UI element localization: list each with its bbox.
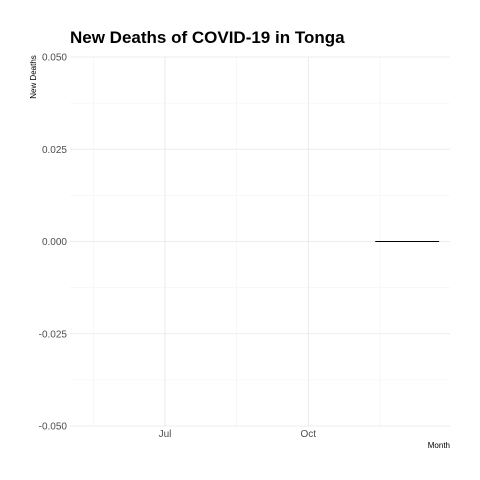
chart-title: New Deaths of COVID-19 in Tonga	[70, 28, 345, 47]
y-tick-label: -0.050	[39, 422, 68, 433]
y-tick-label: 0.050	[42, 53, 67, 64]
y-tick-label: 0.025	[42, 145, 67, 156]
y-tick-label: -0.025	[39, 329, 68, 340]
x-tick-label: Oct	[300, 429, 316, 440]
y-tick-label: 0.000	[42, 237, 67, 248]
x-tick-label: Jul	[159, 429, 172, 440]
tick-labels: -0.050 -0.025 0.000 0.025 0.050 Jul Oct	[39, 53, 317, 441]
grid	[70, 56, 450, 427]
x-axis-title: Month	[428, 441, 450, 450]
y-axis-title: New Deaths	[29, 55, 38, 99]
